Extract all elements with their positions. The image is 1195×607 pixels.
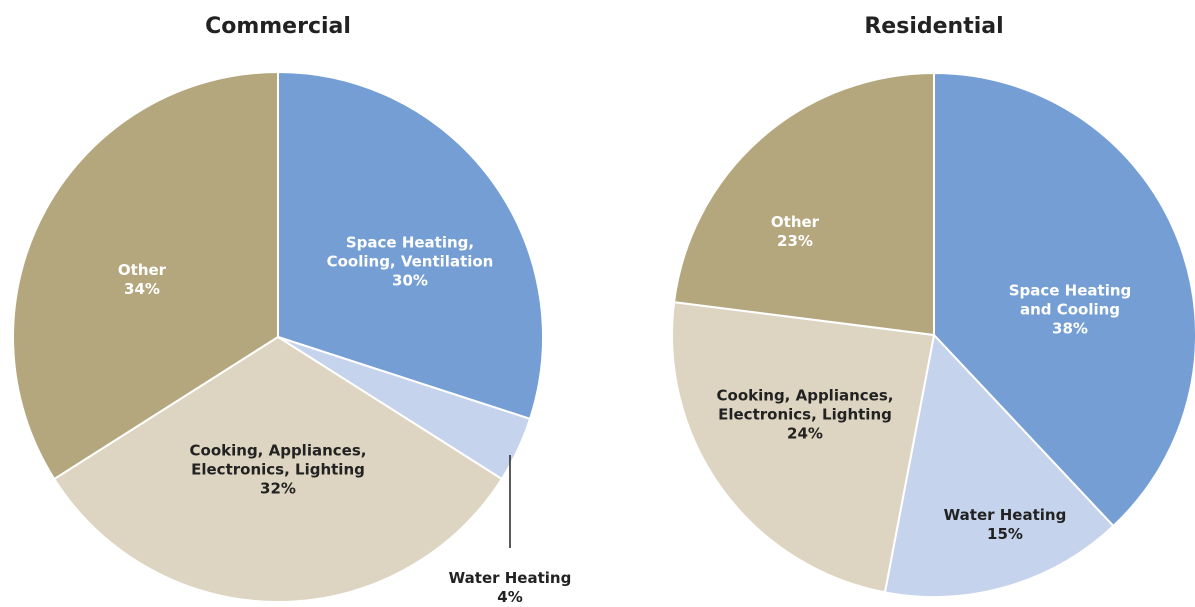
- pie-slice: [933, 71, 1195, 528]
- value-label: 23%: [777, 232, 813, 250]
- slice-label: Other 23%: [735, 213, 855, 251]
- pie-slice: [671, 301, 936, 594]
- category-label: Space Heating and Cooling: [1008, 281, 1132, 319]
- value-label: 30%: [392, 271, 428, 290]
- slice-label: Water Heating 4%: [425, 569, 595, 607]
- value-label: 24%: [787, 424, 823, 443]
- value-label: 38%: [1052, 319, 1088, 338]
- pie-slice: [883, 332, 1115, 598]
- value-label: 32%: [260, 479, 296, 498]
- category-label: Water Heating: [943, 506, 1067, 524]
- category-label: Other: [117, 261, 167, 279]
- pie-slice: [52, 335, 504, 603]
- value-label: 34%: [124, 280, 160, 298]
- pie-slice: [12, 70, 279, 481]
- slice-label: Other 34%: [82, 261, 202, 299]
- pie-slice: [672, 71, 935, 337]
- slice-label: Space Heating and Cooling 38%: [995, 282, 1145, 339]
- category-label: Water Heating: [448, 569, 572, 587]
- chart-title: Residential: [864, 14, 1004, 39]
- category-label: Other: [770, 213, 820, 231]
- slice-label: Cooking, Appliances, Electronics, Lighti…: [700, 387, 910, 444]
- slice-label: Water Heating 15%: [930, 506, 1080, 544]
- value-label: 4%: [497, 588, 523, 606]
- value-label: 15%: [987, 525, 1023, 543]
- slice-label: Cooking, Appliances, Electronics, Lighti…: [168, 442, 388, 499]
- category-label: Cooking, Appliances, Electronics, Lighti…: [716, 386, 894, 424]
- chart-title: Commercial: [205, 14, 351, 39]
- category-label: Cooking, Appliances, Electronics, Lighti…: [189, 441, 367, 479]
- pie-slice: [277, 70, 544, 421]
- slice-label: Space Heating, Cooling, Ventilation 30%: [315, 234, 505, 291]
- category-label: Space Heating, Cooling, Ventilation: [326, 233, 494, 271]
